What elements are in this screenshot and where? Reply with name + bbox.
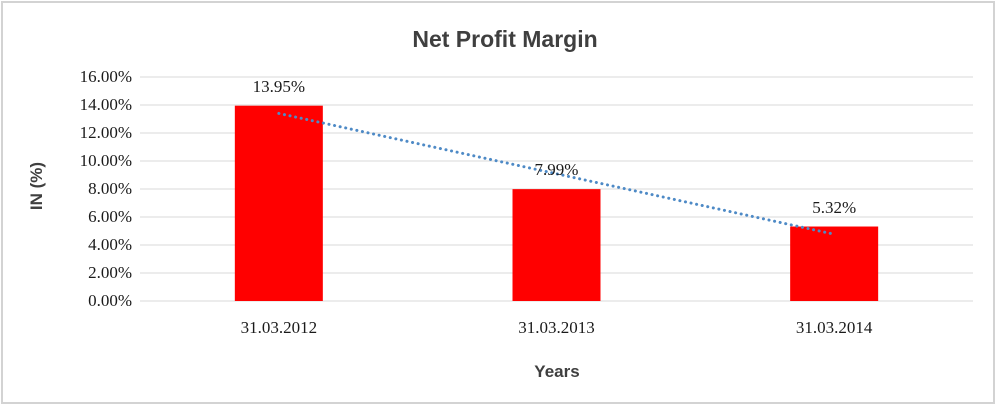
y-tick-label: 16.00% [79,67,132,86]
y-tick-label: 0.00% [88,291,132,310]
category-label: 31.03.2014 [795,318,873,337]
data-label: 7.99% [534,160,579,180]
bar-31.03.2014 [790,226,879,301]
category-label: 31.03.2013 [518,318,595,337]
y-tick-label: 14.00% [79,95,132,114]
x-axis-title: Years [534,362,580,381]
y-tick-label: 6.00% [88,207,132,226]
bar-31.03.2012 [234,105,323,301]
chart-title: Net Profit Margin [412,26,598,52]
bar-31.03.2013 [512,189,601,301]
y-tick-label: 10.00% [79,151,132,170]
y-tick-label: 12.00% [79,123,132,142]
y-tick-label: 4.00% [88,235,132,254]
y-tick-label: 8.00% [88,179,132,198]
y-tick-label: 2.00% [88,263,132,282]
trendline [277,111,836,236]
data-label: 5.32% [812,197,857,217]
category-label: 31.03.2012 [240,318,318,337]
data-label: 13.95% [252,76,306,96]
